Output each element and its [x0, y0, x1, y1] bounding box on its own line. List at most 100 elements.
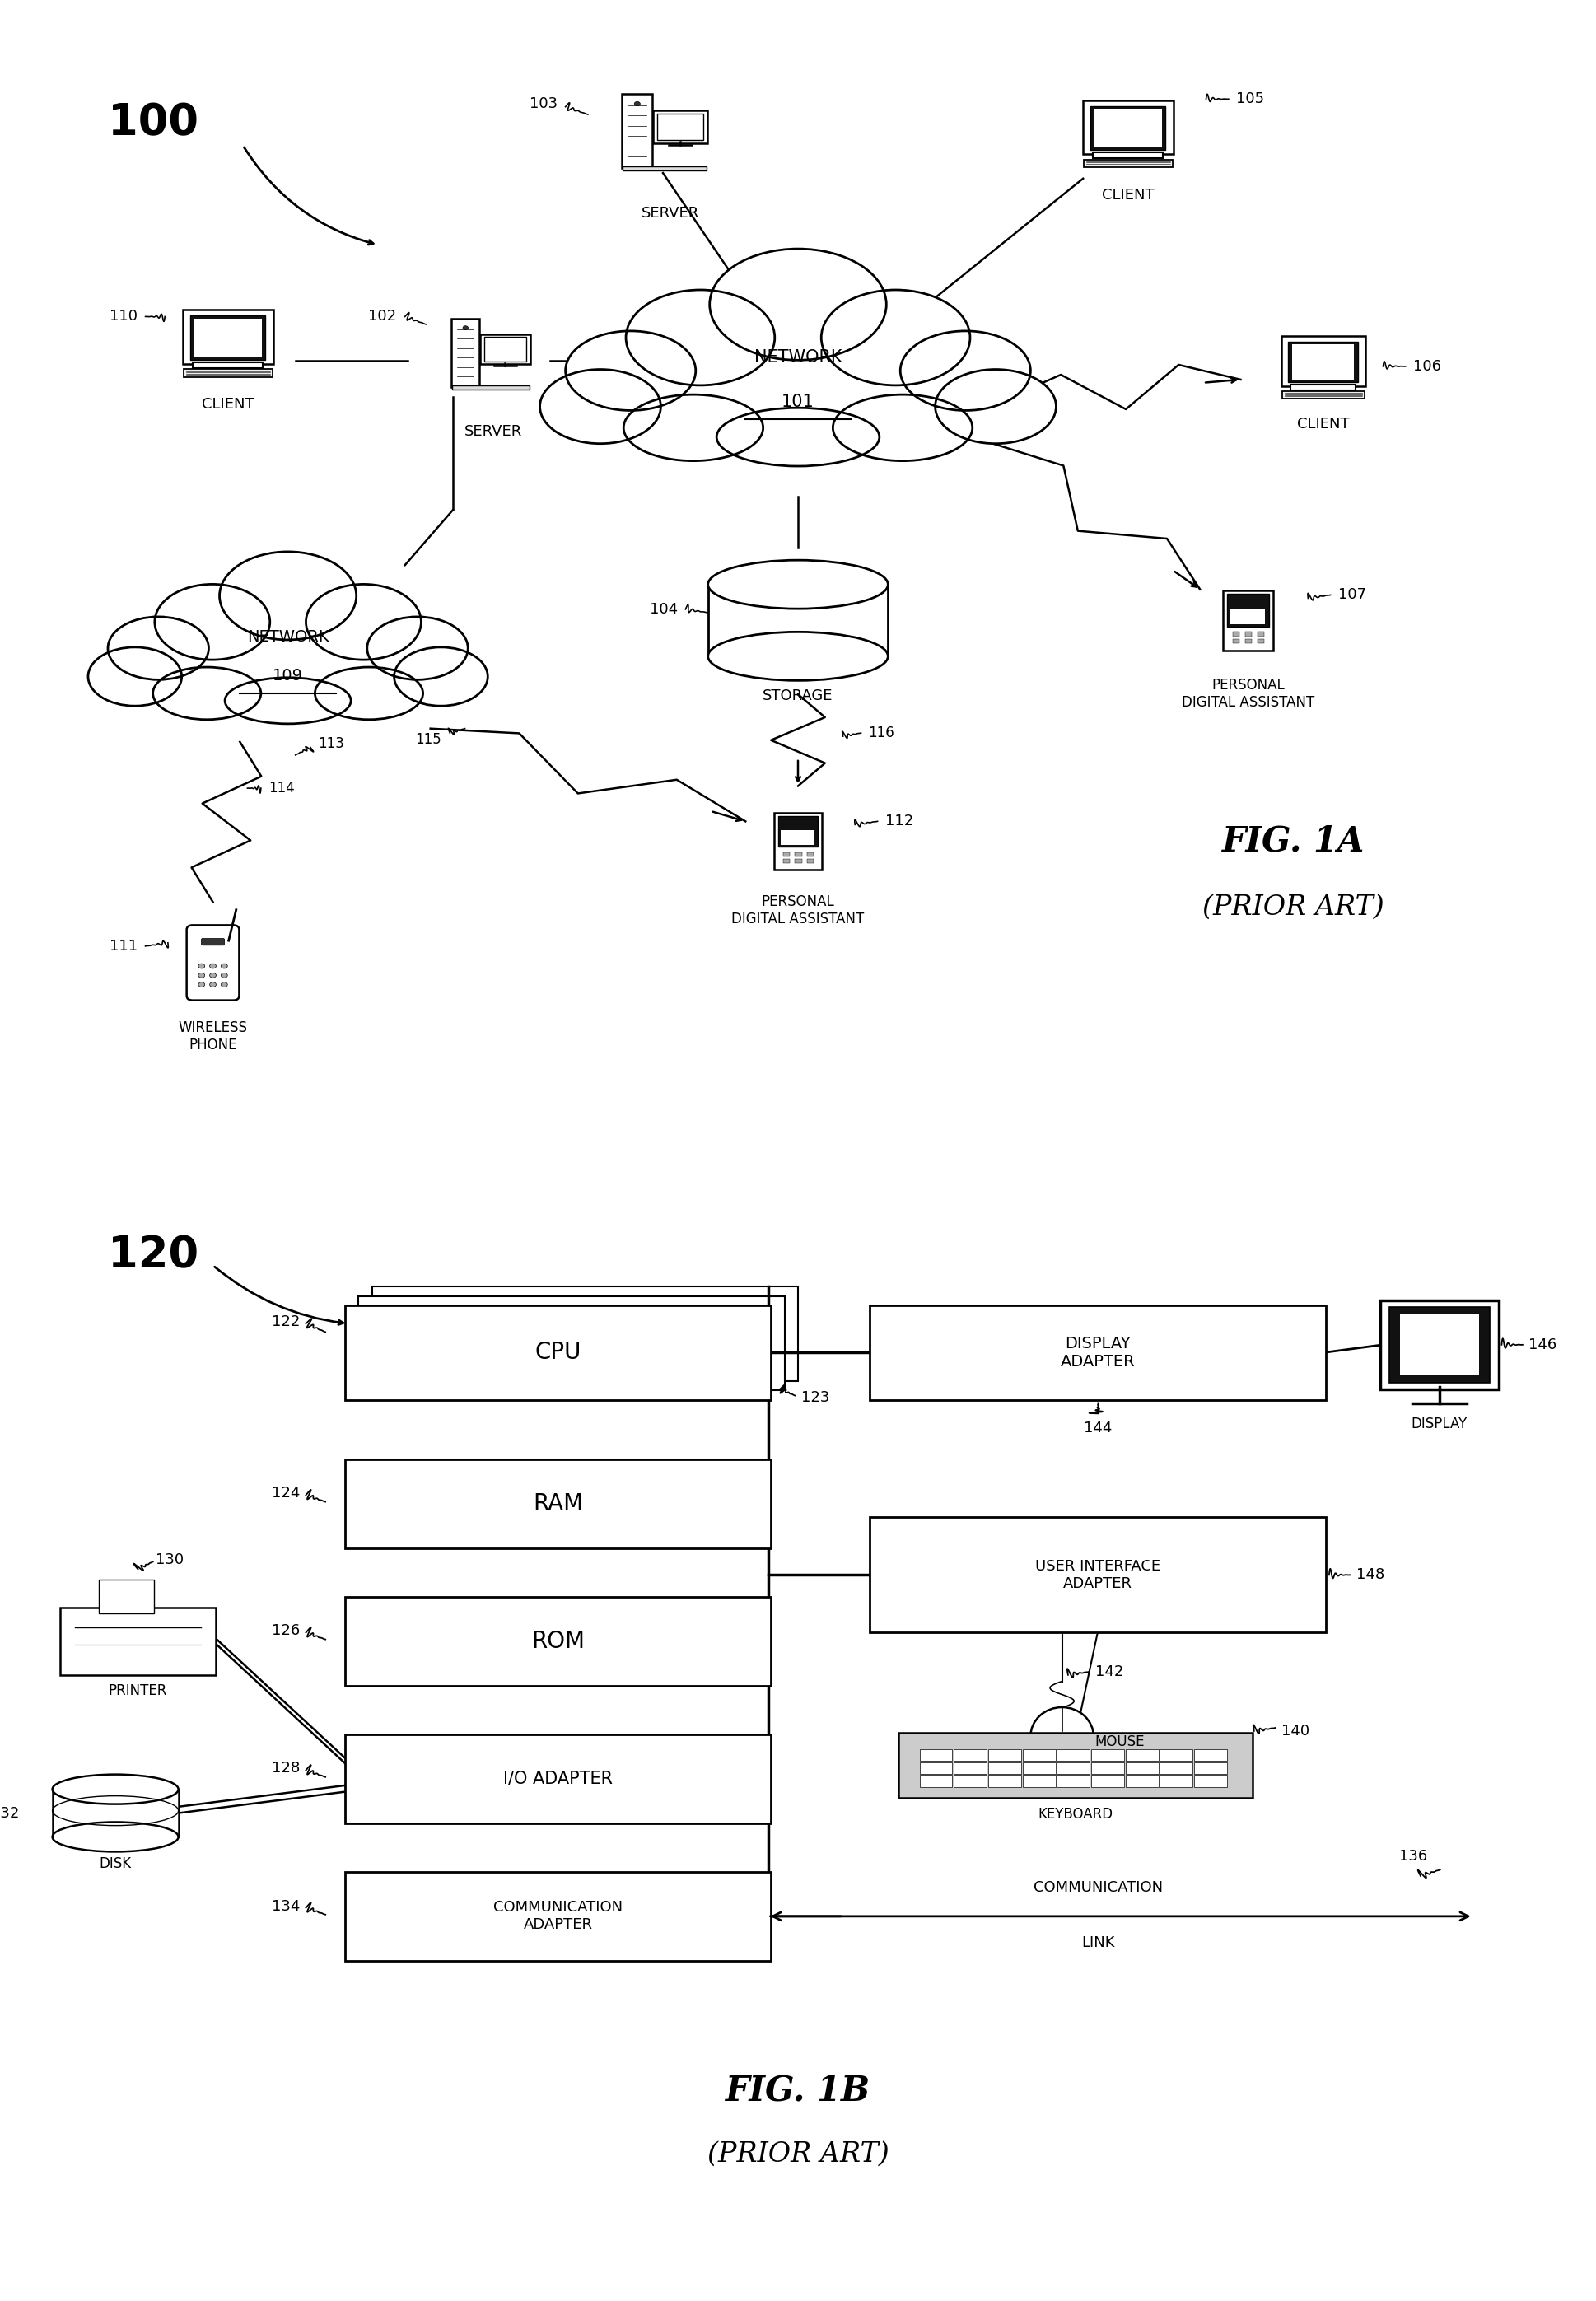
FancyBboxPatch shape	[1194, 1774, 1227, 1788]
Ellipse shape	[709, 559, 887, 610]
FancyBboxPatch shape	[1291, 345, 1355, 380]
Circle shape	[209, 983, 215, 987]
FancyBboxPatch shape	[1093, 152, 1163, 159]
Bar	[795, 858, 801, 863]
FancyBboxPatch shape	[954, 1749, 986, 1760]
FancyBboxPatch shape	[653, 110, 707, 143]
FancyBboxPatch shape	[1223, 591, 1274, 651]
FancyBboxPatch shape	[345, 1735, 771, 1822]
FancyBboxPatch shape	[345, 1305, 771, 1399]
Text: 134: 134	[271, 1898, 300, 1914]
Bar	[806, 851, 814, 856]
FancyBboxPatch shape	[1023, 1749, 1055, 1760]
Text: RAM: RAM	[533, 1491, 583, 1514]
Text: FIG. 1B: FIG. 1B	[726, 2073, 870, 2108]
Circle shape	[198, 973, 204, 978]
Text: 104: 104	[650, 603, 678, 617]
FancyBboxPatch shape	[195, 318, 262, 357]
Text: SERVER: SERVER	[642, 207, 699, 221]
FancyBboxPatch shape	[870, 1305, 1326, 1399]
Text: 102: 102	[367, 308, 396, 324]
Ellipse shape	[717, 407, 879, 467]
Text: DISPLAY
ADAPTER: DISPLAY ADAPTER	[1061, 1337, 1135, 1369]
FancyBboxPatch shape	[774, 812, 822, 870]
Text: 124: 124	[271, 1486, 300, 1500]
Text: ROM: ROM	[531, 1629, 584, 1652]
Ellipse shape	[1031, 1707, 1093, 1765]
Ellipse shape	[314, 667, 423, 720]
FancyBboxPatch shape	[61, 1606, 215, 1675]
FancyBboxPatch shape	[870, 1516, 1326, 1634]
FancyBboxPatch shape	[622, 94, 653, 168]
FancyBboxPatch shape	[919, 1763, 953, 1774]
FancyBboxPatch shape	[1229, 610, 1266, 624]
Ellipse shape	[306, 584, 421, 660]
Ellipse shape	[394, 647, 488, 706]
Bar	[1245, 633, 1251, 637]
Text: SERVER: SERVER	[464, 423, 522, 439]
Ellipse shape	[624, 393, 763, 460]
Circle shape	[220, 973, 228, 978]
Text: 114: 114	[268, 780, 295, 796]
Circle shape	[198, 964, 204, 969]
Circle shape	[198, 983, 204, 987]
Ellipse shape	[53, 1822, 179, 1852]
FancyBboxPatch shape	[1160, 1763, 1192, 1774]
FancyBboxPatch shape	[1400, 1314, 1479, 1376]
Bar	[1245, 640, 1251, 644]
Text: CLIENT: CLIENT	[1101, 186, 1154, 202]
Text: 111: 111	[110, 939, 137, 953]
FancyBboxPatch shape	[622, 166, 707, 170]
Text: (PRIOR ART): (PRIOR ART)	[707, 2142, 889, 2168]
Text: NETWORK: NETWORK	[755, 350, 841, 366]
FancyBboxPatch shape	[1160, 1774, 1192, 1788]
Text: I/O ADAPTER: I/O ADAPTER	[503, 1769, 613, 1788]
Text: NETWORK: NETWORK	[247, 628, 329, 644]
FancyBboxPatch shape	[1282, 336, 1365, 387]
Text: 106: 106	[1412, 359, 1441, 373]
Bar	[795, 851, 801, 856]
Text: 116: 116	[868, 725, 895, 741]
Text: 123: 123	[801, 1390, 830, 1406]
Text: DISK: DISK	[99, 1857, 131, 1871]
FancyBboxPatch shape	[1194, 1749, 1227, 1760]
FancyBboxPatch shape	[988, 1763, 1021, 1774]
Ellipse shape	[935, 370, 1057, 444]
FancyBboxPatch shape	[1057, 1763, 1090, 1774]
Text: 109: 109	[273, 667, 303, 683]
Ellipse shape	[565, 331, 696, 410]
FancyBboxPatch shape	[187, 925, 239, 1001]
FancyBboxPatch shape	[919, 1749, 953, 1760]
Bar	[1258, 640, 1264, 644]
FancyBboxPatch shape	[1092, 1774, 1124, 1788]
FancyBboxPatch shape	[1160, 1749, 1192, 1760]
Text: PERSONAL
DIGITAL ASSISTANT: PERSONAL DIGITAL ASSISTANT	[1181, 679, 1315, 709]
Text: (PRIOR ART): (PRIOR ART)	[1202, 895, 1384, 920]
FancyBboxPatch shape	[1125, 1749, 1159, 1760]
FancyBboxPatch shape	[1288, 341, 1358, 382]
FancyBboxPatch shape	[988, 1774, 1021, 1788]
Ellipse shape	[155, 584, 270, 660]
FancyBboxPatch shape	[1194, 1763, 1227, 1774]
FancyBboxPatch shape	[919, 1774, 953, 1788]
FancyBboxPatch shape	[709, 584, 887, 656]
Ellipse shape	[709, 633, 887, 681]
Bar	[806, 858, 814, 863]
Ellipse shape	[900, 331, 1031, 410]
Text: COMMUNICATION
ADAPTER: COMMUNICATION ADAPTER	[493, 1901, 622, 1933]
Bar	[784, 851, 790, 856]
FancyBboxPatch shape	[1125, 1774, 1159, 1788]
Circle shape	[220, 964, 228, 969]
Ellipse shape	[220, 552, 356, 640]
Text: 132: 132	[0, 1806, 19, 1820]
Text: COMMUNICATION: COMMUNICATION	[1033, 1880, 1163, 1896]
FancyBboxPatch shape	[1282, 391, 1365, 398]
FancyBboxPatch shape	[780, 831, 814, 844]
Ellipse shape	[626, 290, 774, 384]
Bar	[784, 858, 790, 863]
Text: 128: 128	[271, 1760, 300, 1776]
FancyBboxPatch shape	[193, 361, 263, 368]
FancyBboxPatch shape	[1227, 594, 1269, 626]
Text: 136: 136	[1400, 1848, 1427, 1864]
FancyBboxPatch shape	[484, 336, 527, 361]
